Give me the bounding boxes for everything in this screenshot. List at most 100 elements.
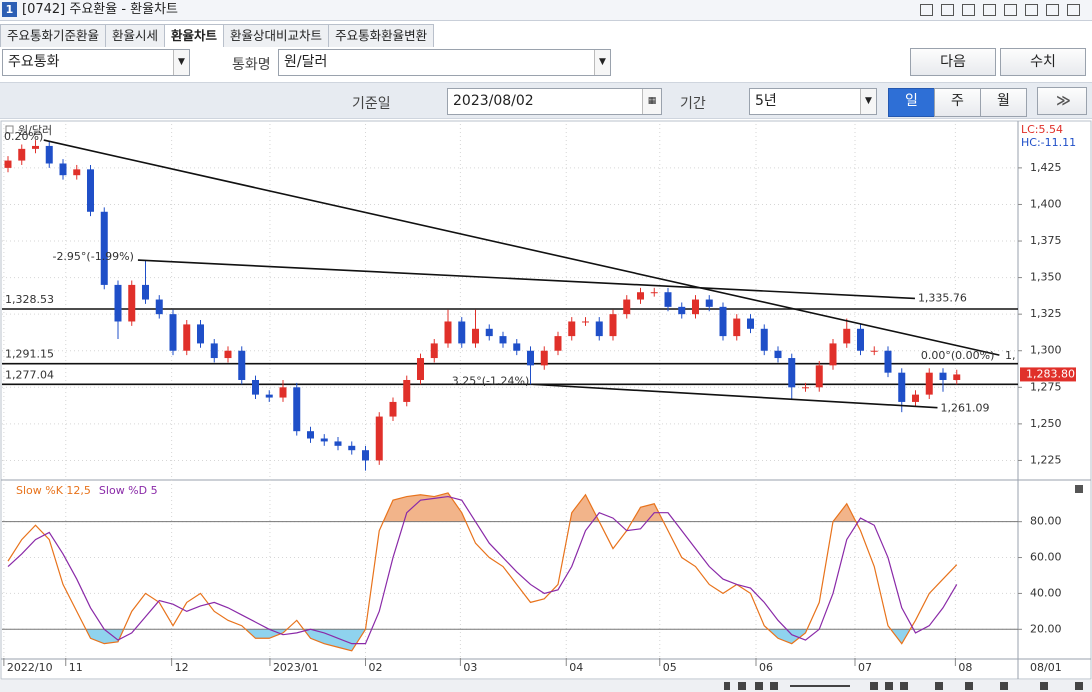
candle-body [568, 321, 576, 337]
tab[interactable]: 환율시세 [105, 24, 166, 47]
candle-body [705, 299, 713, 307]
toolbar-icons[interactable] [724, 682, 1083, 690]
title-bar: 1 [0742] 주요환율 - 환율차트 [0, 0, 1092, 21]
tab[interactable]: 환율상대비교차트 [223, 24, 330, 47]
candle-body [815, 365, 823, 388]
candle-body [183, 324, 191, 351]
candle-body [238, 350, 246, 380]
candle-body [334, 441, 342, 446]
unit-button[interactable]: 일 [888, 88, 935, 117]
trendline-end-label: 1,335.76 [918, 291, 967, 304]
candle-body [554, 336, 562, 351]
x-tick-label: 05 [663, 661, 677, 674]
candle-body [430, 343, 438, 359]
candle-body [293, 387, 301, 432]
candle-body [747, 318, 754, 329]
tab[interactable]: 환율차트 [164, 24, 225, 47]
candle-body [829, 343, 837, 366]
candle-body [265, 394, 273, 398]
candle-body [348, 445, 356, 451]
panel-close[interactable] [1075, 485, 1083, 493]
candle-body [307, 431, 314, 439]
candle-body [513, 343, 521, 351]
expand-button[interactable]: ≫ [1037, 87, 1087, 115]
tab-bar: 주요통화기준환율 환율시세 환율차트 환율상대비교차트 주요통화환율변환 [0, 24, 435, 47]
next-button[interactable]: 다음 [910, 48, 996, 76]
candle-body [802, 387, 809, 389]
candle-body [403, 379, 411, 402]
legend-entry: Slow %K 12,5 [16, 484, 91, 497]
candle-body [582, 321, 589, 323]
candle-body [664, 292, 672, 307]
candle-body [362, 450, 369, 461]
y-tick-label: 80.00 [1030, 515, 1062, 528]
trendline-tail: 1, [1005, 349, 1016, 362]
date-input[interactable]: 2023/08/02 ▦ [447, 88, 662, 115]
trendline-start-label: -2.95°(-1.99%) [52, 250, 133, 263]
x-tick-label: 08 [958, 661, 972, 674]
currency-select[interactable]: 원/달러 ▼ [278, 49, 611, 76]
oversold-fill [8, 629, 957, 651]
candle-body [692, 299, 699, 315]
candle-body [898, 372, 906, 402]
period-select[interactable]: 5년 ▼ [749, 88, 877, 115]
trendline [137, 259, 915, 300]
candle-body [953, 374, 961, 380]
indicator-line [7, 492, 958, 652]
y-tick-label: 1,350 [1030, 271, 1062, 284]
candle-body [210, 343, 218, 359]
candle-body [472, 328, 479, 344]
y-tick-label: 1,300 [1030, 344, 1062, 357]
candle-body [87, 169, 94, 212]
candle-body [128, 284, 136, 322]
trendline-end-label: 0.00°(0.00%) [921, 349, 995, 362]
currency-value: 원/달러 [284, 54, 328, 70]
x-tick-label: 02 [369, 661, 383, 674]
date-label: 기준일 [352, 96, 391, 112]
x-tick-label: 11 [69, 661, 83, 674]
window-icon: 1 [2, 2, 17, 17]
x-tick-label: 2023/01 [273, 661, 319, 674]
unit-button[interactable]: 주 [934, 88, 981, 117]
window-buttons[interactable] [920, 4, 1090, 16]
candle-body [169, 314, 177, 351]
candle-body [788, 358, 796, 388]
candle-body [595, 321, 603, 337]
trendline-start-label: 0.20%) [4, 130, 43, 143]
candle-body [719, 306, 727, 337]
candle-body [857, 328, 864, 351]
hline-label: 1,277.04 [5, 368, 54, 381]
candle-body [939, 372, 947, 380]
values-button[interactable]: 수치 [1000, 48, 1086, 76]
axis-date: 08/01 [1030, 661, 1062, 674]
window-title: [0742] 주요환율 - 환율차트 [22, 2, 178, 17]
x-tick-label: 2022/10 [7, 661, 53, 674]
y-tick-label: 1,325 [1030, 307, 1062, 320]
x-tick-label: 07 [858, 661, 872, 674]
tab[interactable]: 주요통화환율변환 [328, 24, 435, 47]
trendline [533, 383, 938, 409]
candle-body [678, 306, 686, 315]
candle-body [18, 148, 26, 161]
chart-title: 원/달러 [18, 124, 52, 137]
candle-body [623, 299, 631, 315]
candle-body [485, 328, 493, 337]
candle-body [925, 372, 933, 395]
tab[interactable]: 주요통화기준환율 [0, 24, 107, 47]
group-select[interactable]: 주요통화 ▼ [2, 49, 190, 76]
candle-body [252, 379, 259, 395]
hc-label: HC:-11.11 [1021, 136, 1076, 149]
candle-body [540, 350, 548, 366]
unit-button[interactable]: 월 [980, 88, 1027, 117]
candle-body [458, 321, 466, 344]
toolbar [0, 680, 1092, 692]
candle-body [4, 160, 12, 168]
trendline-start-label: 3.25°(-1.24%) [452, 374, 530, 387]
panel-icon [5, 125, 14, 134]
period-label: 기간 [680, 96, 706, 112]
candle-body [114, 284, 122, 322]
